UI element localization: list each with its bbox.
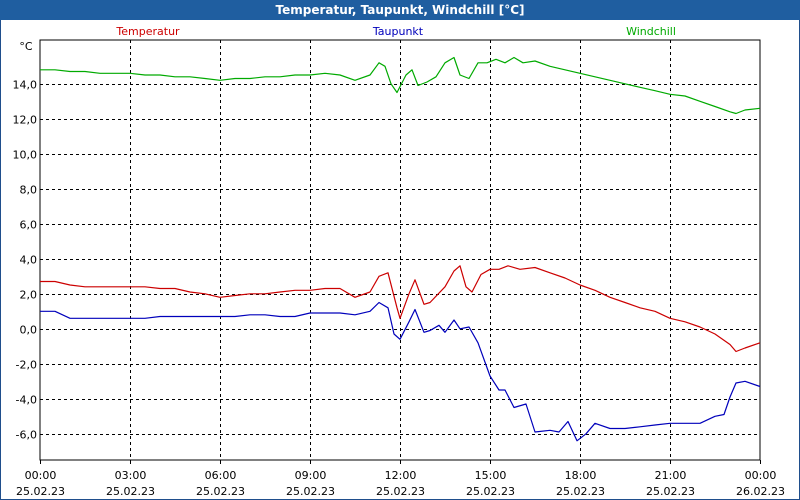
x-tick-date: 25.02.23: [286, 485, 335, 498]
x-tick-date: 25.02.23: [466, 485, 515, 498]
legend-item-temperatur: Temperatur: [115, 25, 180, 38]
x-tick-time: 15:00: [475, 469, 507, 482]
y-tick-label: 0,0: [20, 324, 38, 337]
x-tick-time: 18:00: [565, 469, 597, 482]
y-tick-label: 10,0: [13, 149, 38, 162]
x-tick-date: 25.02.23: [376, 485, 425, 498]
x-tick-date: 25.02.23: [16, 485, 65, 498]
series-line-windchill: [40, 56, 761, 115]
y-tick-label: 6,0: [20, 219, 38, 232]
y-tick-label: 12,0: [13, 114, 38, 127]
x-tick-date: 25.02.23: [646, 485, 695, 498]
x-tick-time: 03:00: [115, 469, 147, 482]
legend-item-taupunkt: Taupunkt: [372, 25, 424, 38]
y-tick-label: -2,0: [16, 359, 37, 372]
legend-item-windchill: Windchill: [626, 25, 676, 38]
y-tick-label: 2,0: [20, 289, 38, 302]
x-tick-time: 12:00: [385, 469, 417, 482]
series-line-temperatur: [40, 265, 761, 353]
y-axis-label: °C: [19, 40, 33, 53]
x-tick-date: 25.02.23: [556, 485, 605, 498]
y-tick-label: 14,0: [13, 79, 38, 92]
y-tick-label: 8,0: [20, 184, 38, 197]
y-tick-label: -6,0: [16, 429, 37, 442]
x-tick-time: 00:00: [745, 469, 777, 482]
y-tick-label: -4,0: [16, 394, 37, 407]
chart-title: Temperatur, Taupunkt, Windchill [°C]: [0, 0, 800, 20]
y-tick-label: 4,0: [20, 254, 38, 267]
x-tick-date: 25.02.23: [196, 485, 245, 498]
x-tick-time: 00:00: [25, 469, 57, 482]
x-tick-time: 09:00: [295, 469, 327, 482]
x-tick-time: 21:00: [655, 469, 687, 482]
x-tick-date: 25.02.23: [106, 485, 155, 498]
x-tick-time: 06:00: [205, 469, 237, 482]
series-line-taupunkt: [40, 301, 761, 442]
x-tick-date: 26.02.23: [736, 485, 785, 498]
